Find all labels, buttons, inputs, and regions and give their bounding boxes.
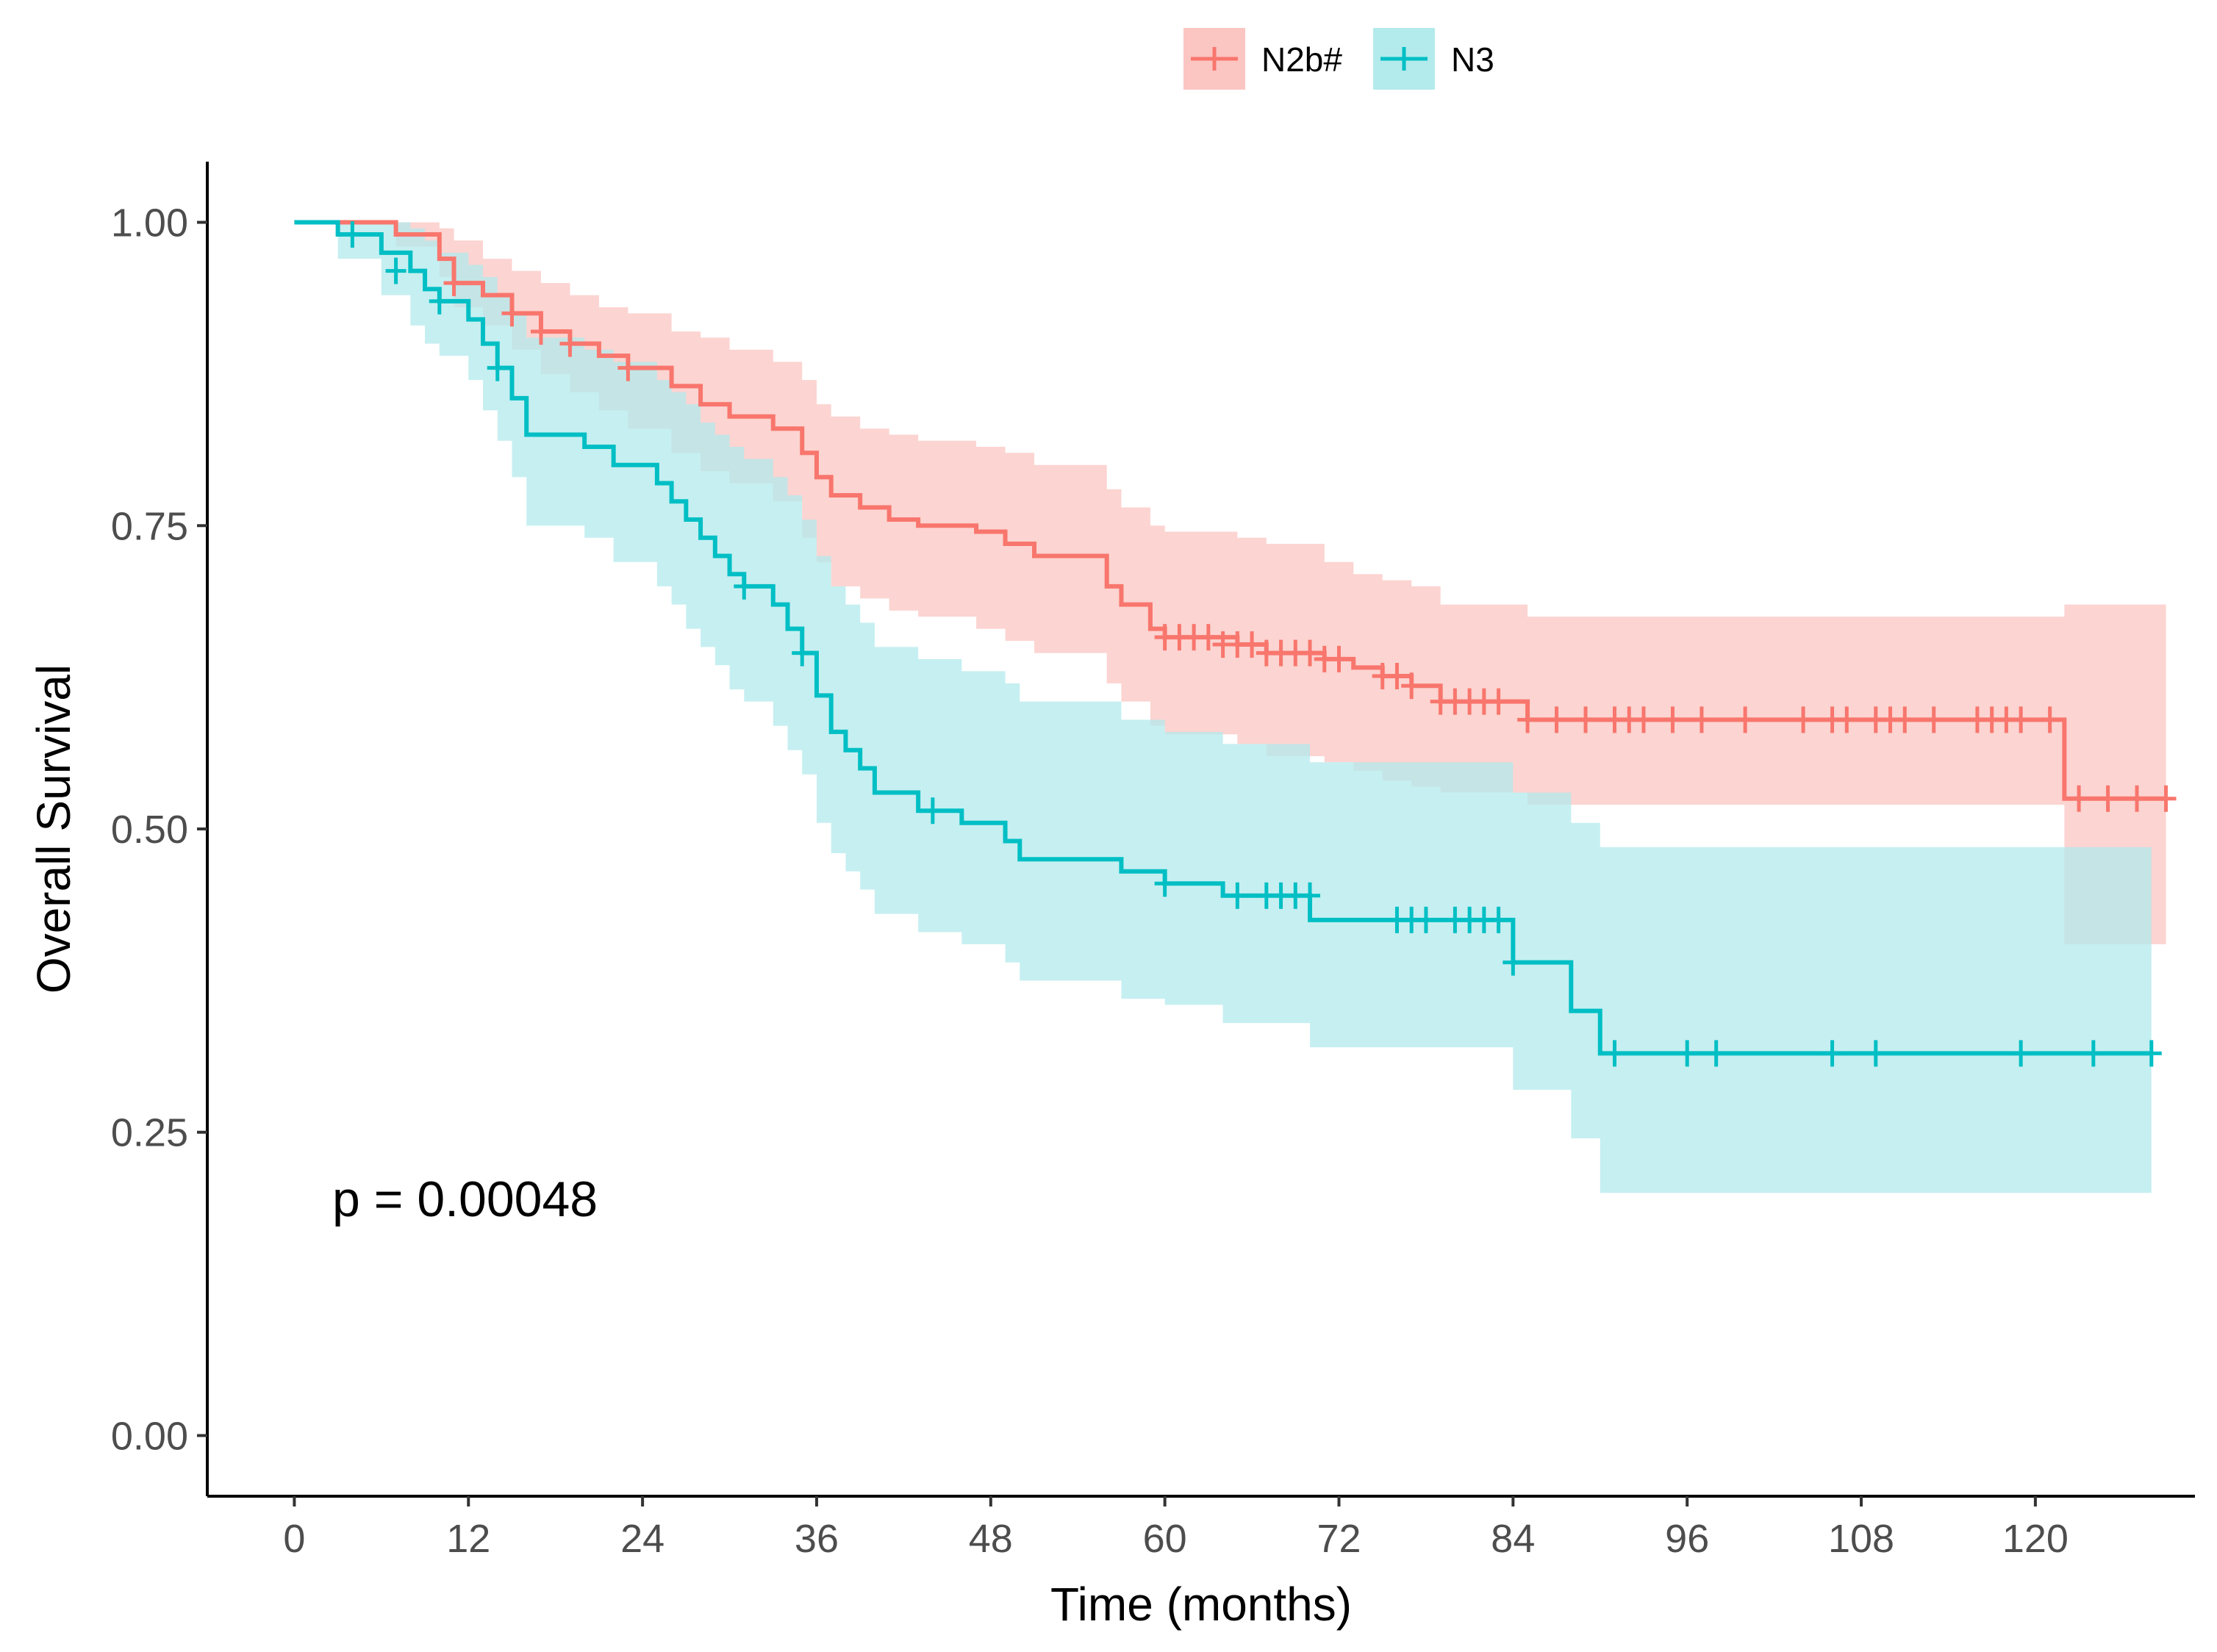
x-tick-label: 108 [1828,1517,1894,1561]
y-ticks: 0.00 0.25 0.50 0.75 1.00 [111,201,207,1458]
p-value-annotation: p = 0.00048 [332,1171,598,1227]
y-tick-label: 0.00 [111,1414,188,1458]
x-ticks: 0 12 24 36 48 60 72 84 96 108 120 [283,1496,2069,1561]
censor-marks [342,221,2177,1067]
y-tick-label: 0.75 [111,504,188,548]
legend-label-n3: N3 [1451,40,1494,79]
confidence-band-n2b [294,222,2166,944]
y-tick-label: 0.50 [111,808,188,852]
y-tick-label: 0.25 [111,1111,188,1155]
x-tick-label: 72 [1317,1517,1361,1561]
x-tick-label: 120 [2002,1517,2069,1561]
x-tick-label: 0 [283,1517,305,1561]
y-axis-title: Overall Survival [27,664,80,994]
x-tick-label: 96 [1665,1517,1709,1561]
x-axis-title: Time (months) [1050,1578,1352,1631]
confidence-band-n3 [294,222,2152,1193]
x-tick-label: 84 [1491,1517,1535,1561]
legend-label-n2b: N2b# [1261,40,1342,79]
y-tick-label: 1.00 [111,201,188,245]
x-tick-label: 12 [446,1517,490,1561]
legend: N2b# N3 [1183,28,1494,90]
x-tick-label: 36 [795,1517,839,1561]
x-tick-label: 24 [620,1517,665,1561]
survival-curve-n3 [294,220,2152,1056]
x-tick-label: 60 [1143,1517,1187,1561]
confidence-bands [294,222,2166,1193]
x-tick-label: 48 [969,1517,1013,1561]
